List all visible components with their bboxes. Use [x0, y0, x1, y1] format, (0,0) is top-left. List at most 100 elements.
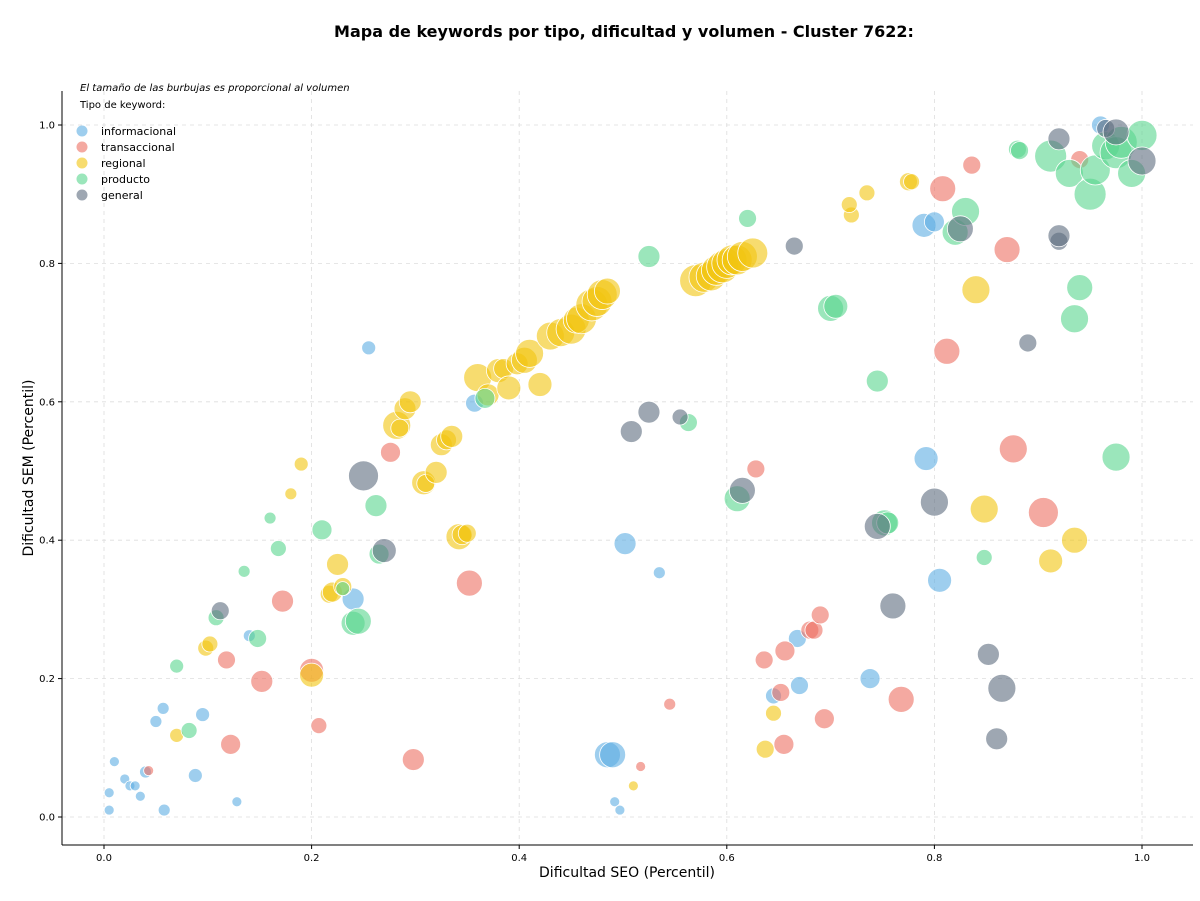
y-tick-label: 0.4	[39, 536, 55, 547]
bubble-informacional	[103, 787, 115, 799]
bubble-general	[879, 592, 907, 620]
bubble-producto	[975, 549, 993, 566]
bubble-producto	[248, 629, 268, 648]
bubble-regional	[858, 184, 876, 202]
bubble-regional	[326, 553, 349, 576]
bubble-producto	[738, 209, 757, 228]
bubble-regional	[840, 196, 858, 213]
bubble-transaccional	[754, 650, 774, 670]
bubble-informacional	[157, 803, 171, 817]
bubble-transaccional	[929, 175, 957, 203]
legend-label-informacional: informacional	[101, 125, 176, 138]
bubble-regional	[1038, 548, 1064, 574]
y-tick-label: 0.8	[39, 259, 55, 270]
bubble-general	[371, 538, 397, 563]
bubble-transaccional	[250, 669, 274, 693]
bubble-regional	[961, 275, 991, 305]
bubble-transaccional	[1027, 497, 1059, 528]
bubble-informacional	[614, 804, 626, 816]
series-general	[210, 118, 1157, 751]
bubble-producto	[364, 494, 388, 518]
bubble-producto	[269, 540, 287, 557]
bubble-informacional	[913, 446, 939, 471]
bubble-informacional	[790, 676, 809, 695]
bubble-regional	[390, 418, 410, 438]
bubble-regional	[627, 780, 639, 792]
bubble-regional	[424, 460, 448, 484]
bubble-producto	[311, 519, 333, 541]
bubble-general	[1047, 224, 1071, 248]
bubble-transaccional	[143, 765, 155, 777]
bubble-informacional	[129, 780, 141, 792]
series-producto	[169, 119, 1158, 739]
bubble-informacional	[231, 796, 243, 808]
bubble-transaccional	[993, 236, 1021, 263]
bubble-informacional	[859, 668, 881, 689]
bubble-transaccional	[746, 459, 766, 479]
bubble-producto	[335, 581, 351, 597]
bubble-regional	[201, 635, 219, 653]
bubble-informacional	[103, 804, 115, 816]
legend-title: Tipo de keyword:	[79, 100, 165, 111]
legend-marker-general	[76, 189, 88, 201]
bubble-regional	[293, 456, 309, 472]
bubble-regional	[284, 487, 298, 501]
bubble-transaccional	[810, 605, 830, 625]
bubble-regional	[969, 494, 999, 524]
bubble-transaccional	[663, 697, 677, 711]
bubble-informacional	[108, 756, 120, 768]
bubble-general	[1018, 333, 1038, 353]
bubble-regional	[765, 704, 782, 722]
bubble-informacional	[924, 211, 945, 233]
bubble-regional	[1061, 526, 1088, 554]
x-tick-label: 0.8	[926, 853, 942, 864]
series-informacional	[103, 115, 1110, 817]
bubble-regional	[496, 375, 522, 401]
bubble-transaccional	[998, 434, 1028, 464]
bubble-transaccional	[380, 441, 401, 463]
bubble-transaccional	[220, 733, 242, 755]
bubble-transaccional	[455, 569, 483, 597]
bubble-informacional	[187, 768, 203, 783]
x-tick-label: 0.6	[719, 853, 735, 864]
x-tick-label: 0.0	[96, 853, 112, 864]
bubble-regional	[299, 662, 325, 688]
bubble-regional	[755, 739, 775, 759]
bubble-informacional	[652, 566, 666, 580]
bubble-general	[728, 476, 756, 504]
bubble-transaccional	[771, 683, 791, 702]
legend-marker-transaccional	[76, 141, 88, 153]
bubble-informacional	[599, 741, 627, 769]
y-tick-label: 0.2	[39, 674, 55, 685]
bubble-producto	[1010, 141, 1029, 161]
bubble-producto	[823, 293, 849, 319]
bubble-general	[976, 642, 1000, 666]
bubble-transaccional	[401, 748, 425, 771]
bubble-producto	[180, 722, 198, 739]
bubble-producto	[344, 607, 372, 635]
bubble-transaccional	[635, 761, 647, 772]
y-tick-label: 0.6	[39, 397, 55, 408]
bubble-general	[1102, 118, 1130, 146]
bubble-producto	[1101, 442, 1131, 472]
bubble-informacional	[134, 790, 146, 802]
bubble-regional	[594, 277, 621, 305]
bubble-producto	[865, 369, 889, 393]
bubble-informacional	[149, 715, 163, 728]
bubble-regional	[737, 237, 769, 269]
bubble-regional	[440, 424, 464, 448]
series-transaccional	[143, 150, 1090, 777]
bubble-general	[671, 408, 689, 426]
chart-title: Mapa de keywords por tipo, dificultad y …	[334, 22, 914, 41]
bubble-general	[1047, 127, 1071, 151]
y-tick-label: 0.0	[39, 813, 55, 824]
bubble-producto	[237, 564, 251, 578]
bubble-producto	[263, 511, 277, 525]
bubble-transaccional	[773, 733, 795, 755]
bubble-regional	[457, 523, 477, 543]
bubble-informacional	[609, 796, 621, 808]
legend-label-general: general	[101, 189, 143, 202]
series-regional	[169, 172, 1088, 792]
bubble-general	[637, 400, 661, 424]
